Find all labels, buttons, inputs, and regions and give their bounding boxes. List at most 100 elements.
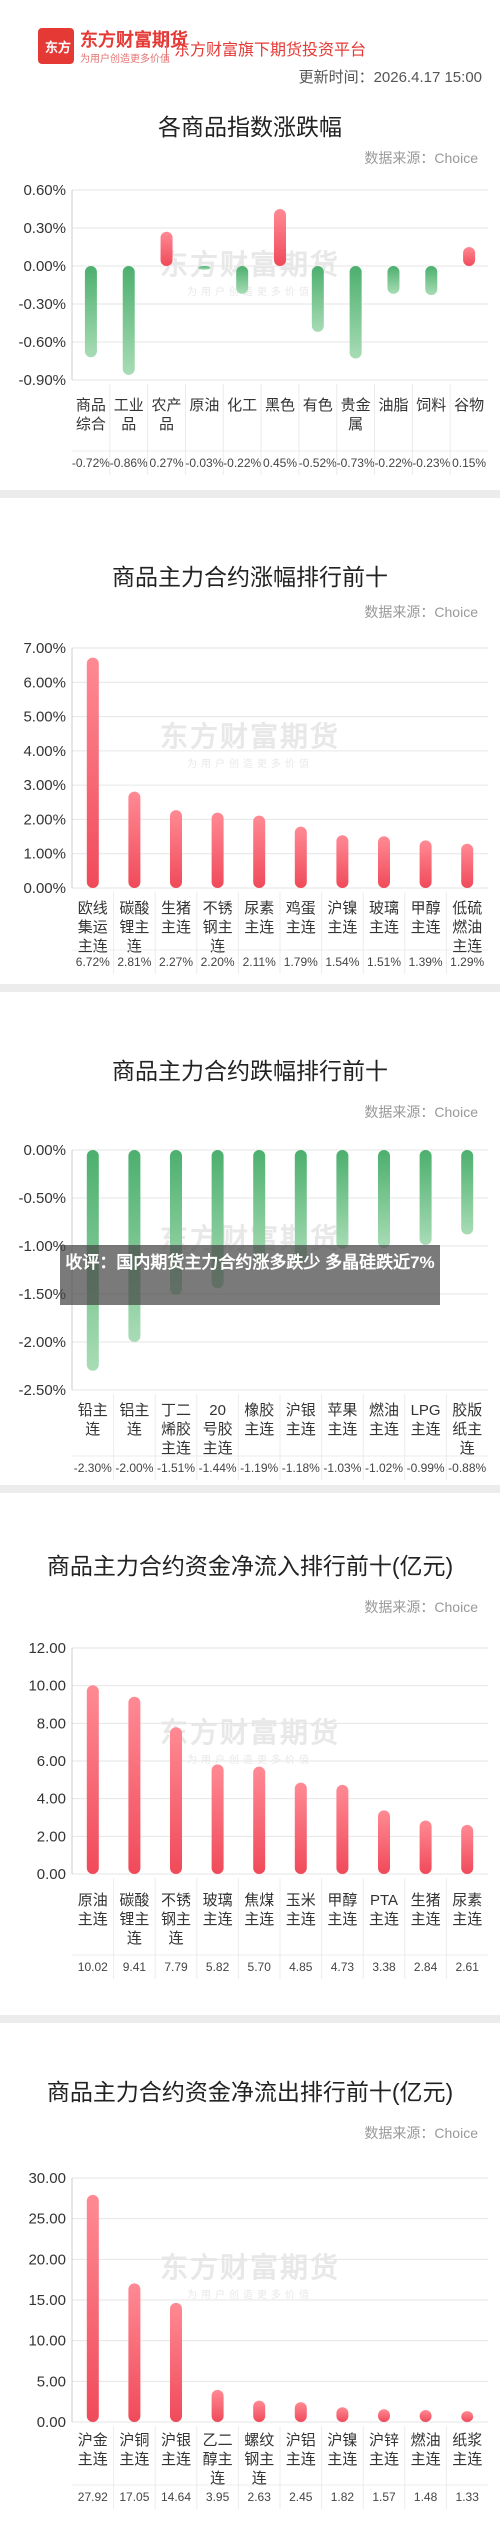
category-label: 农产 [152, 397, 182, 414]
value-label: -0.23% [412, 456, 450, 470]
y-tick-label: 30.00 [28, 2170, 66, 2187]
y-tick-label: 0.60% [23, 182, 66, 199]
y-tick-label: -0.60% [18, 334, 66, 351]
y-tick-label: 0.00 [37, 1866, 66, 1883]
category-label: 欧线 [78, 900, 108, 917]
category-label: 贵金 [341, 397, 371, 414]
category-label: 谷物 [454, 397, 484, 414]
category-label: 沪铝 [286, 2432, 316, 2449]
value-label: 3.95 [206, 2490, 230, 2504]
category-label: 饲料 [416, 397, 446, 414]
value-label: 4.85 [289, 1960, 313, 1974]
bar-碳酸锂主连 [128, 1696, 141, 1874]
category-label: 燃油 [452, 918, 482, 936]
category-label: 连 [127, 1930, 142, 1947]
category-label: 燃油 [369, 1401, 399, 1419]
value-label: 4.73 [331, 1960, 355, 1974]
category-label: 属 [348, 416, 363, 433]
bar-乙二醇主连 [211, 2389, 224, 2422]
bar-饲料 [425, 266, 438, 296]
category-label: 生猪 [411, 1892, 441, 1909]
value-label: 1.57 [372, 2490, 396, 2504]
y-tick-label: 2.00 [37, 1828, 66, 1845]
y-tick-label: 25.00 [28, 2211, 66, 2228]
category-label: 沪锌 [369, 2432, 399, 2449]
value-label: -0.88% [448, 1461, 486, 1475]
bar-沪金主连 [86, 2194, 99, 2422]
category-label: 主连 [78, 2451, 108, 2468]
y-tick-label: 0.00% [23, 1142, 66, 1159]
bar-低硫燃油主连 [461, 843, 474, 888]
value-label: 2.63 [248, 2490, 272, 2504]
data-source-label: 数据来源：Choice [364, 2125, 478, 2141]
value-label: 0.15% [452, 456, 486, 470]
value-label: 3.38 [372, 1960, 396, 1974]
category-label: 纸主 [452, 1421, 482, 1438]
category-label: 主连 [327, 919, 357, 936]
category-label: 有色 [303, 397, 333, 414]
chart-title: 各商品指数涨跌幅 [158, 114, 342, 140]
category-label: 铝主 [119, 1402, 149, 1419]
y-tick-label: -1.50% [18, 1286, 66, 1303]
bar-农产品 [160, 231, 173, 266]
category-label: 主连 [244, 1421, 274, 1438]
value-label: -0.73% [337, 456, 375, 470]
y-tick-label: 20.00 [28, 2251, 66, 2268]
category-label: 乙二 [203, 2432, 233, 2449]
category-label: 连 [85, 1421, 100, 1438]
category-label: 玻璃 [203, 1892, 233, 1909]
y-tick-label: 0.30% [23, 220, 66, 237]
value-label: 1.51% [367, 955, 401, 969]
value-label: 2.81% [117, 955, 151, 969]
bar-甲醇主连 [419, 840, 432, 888]
category-label: 钢主 [244, 2451, 274, 2468]
bar-PTA主连 [378, 1810, 390, 1874]
y-tick-label: 1.00% [23, 846, 66, 863]
bar-chart-3: 0.00% -0.50% -1.00% -1.50% -2.00% -2.50% 铅主连 -2… [18, 1142, 488, 1480]
bar-胶版纸主连 [461, 1150, 474, 1235]
bar-原油 [198, 266, 211, 270]
bar-焦煤主连 [253, 1766, 266, 1874]
value-label: 17.05 [119, 2490, 149, 2504]
category-label: 商品 [76, 397, 106, 414]
category-label: 沪金 [78, 2432, 108, 2449]
category-label: 不锈 [161, 1892, 191, 1909]
category-label: 焦煤 [244, 1892, 274, 1909]
bar-沪铜主连 [128, 2283, 141, 2422]
value-label: 1.82 [331, 2490, 355, 2504]
bar-LPG主连 [419, 1150, 432, 1246]
category-label: 主连 [78, 938, 108, 955]
category-label: 20 [209, 1402, 226, 1419]
category-label: 碳酸 [119, 1892, 149, 1909]
category-label: 原油 [78, 1892, 108, 1909]
y-tick-label: 2.00% [23, 811, 66, 828]
bar-生猪主连 [170, 810, 182, 888]
bar-甲醇主连 [336, 1784, 349, 1874]
y-tick-label: 0.00 [37, 2414, 66, 2431]
category-label: 尿素 [244, 900, 274, 917]
category-label: 甲醇 [411, 900, 441, 917]
bar-油脂 [387, 266, 400, 294]
data-source-label: 数据来源：Choice [364, 150, 478, 166]
category-label: 主连 [327, 1421, 357, 1438]
bar-贵金属 [349, 266, 362, 359]
category-label: 铅主 [78, 1402, 108, 1419]
bar-鸡蛋主连 [294, 826, 307, 888]
y-tick-label: -0.90% [18, 372, 66, 389]
chart-panel-5: 商品主力合约资金净流出排行前十(亿元) 数据来源：Choice 东方财富期货 为用户创… [0, 2023, 500, 2543]
category-label: 连 [252, 2470, 267, 2487]
bar-工业品 [122, 266, 135, 375]
category-label: 生猪 [161, 900, 191, 917]
category-label: 醇主 [203, 2451, 233, 2468]
bar-玉米主连 [294, 1782, 307, 1874]
y-tick-label: -0.50% [18, 1190, 66, 1207]
category-label: 主连 [161, 919, 191, 936]
value-label: 9.41 [123, 1960, 147, 1974]
category-label: 甲醇 [327, 1892, 357, 1909]
bar-螺纹钢主连 [253, 2400, 266, 2422]
bar-玻璃主连 [211, 1764, 224, 1874]
category-label: 鸡蛋 [286, 900, 316, 917]
category-label: 连 [460, 1440, 475, 1457]
value-label: 2.45 [289, 2490, 313, 2504]
